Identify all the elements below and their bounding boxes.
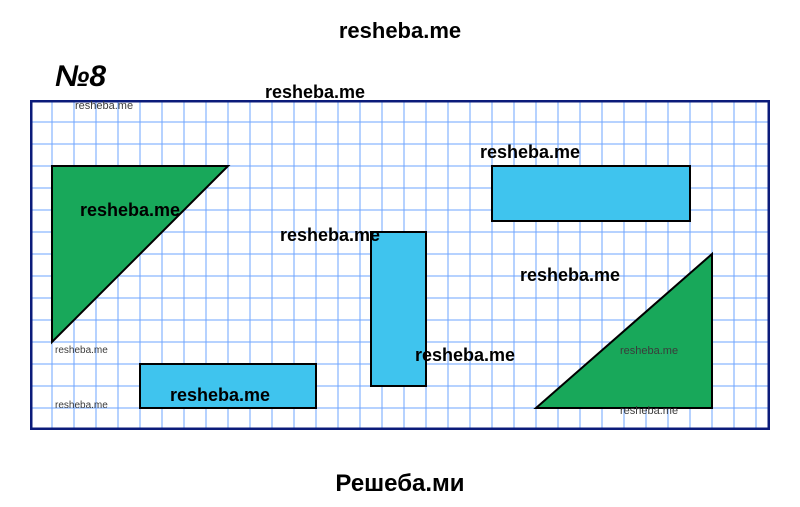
shape	[140, 364, 316, 408]
top-watermark: resheba.me	[0, 18, 800, 44]
problem-number: №8	[55, 60, 106, 94]
bottom-caption: Решеба.ми	[0, 470, 800, 498]
grid-figure	[30, 100, 770, 430]
shape	[492, 166, 690, 221]
shape	[371, 232, 426, 386]
grid-svg	[30, 100, 770, 430]
